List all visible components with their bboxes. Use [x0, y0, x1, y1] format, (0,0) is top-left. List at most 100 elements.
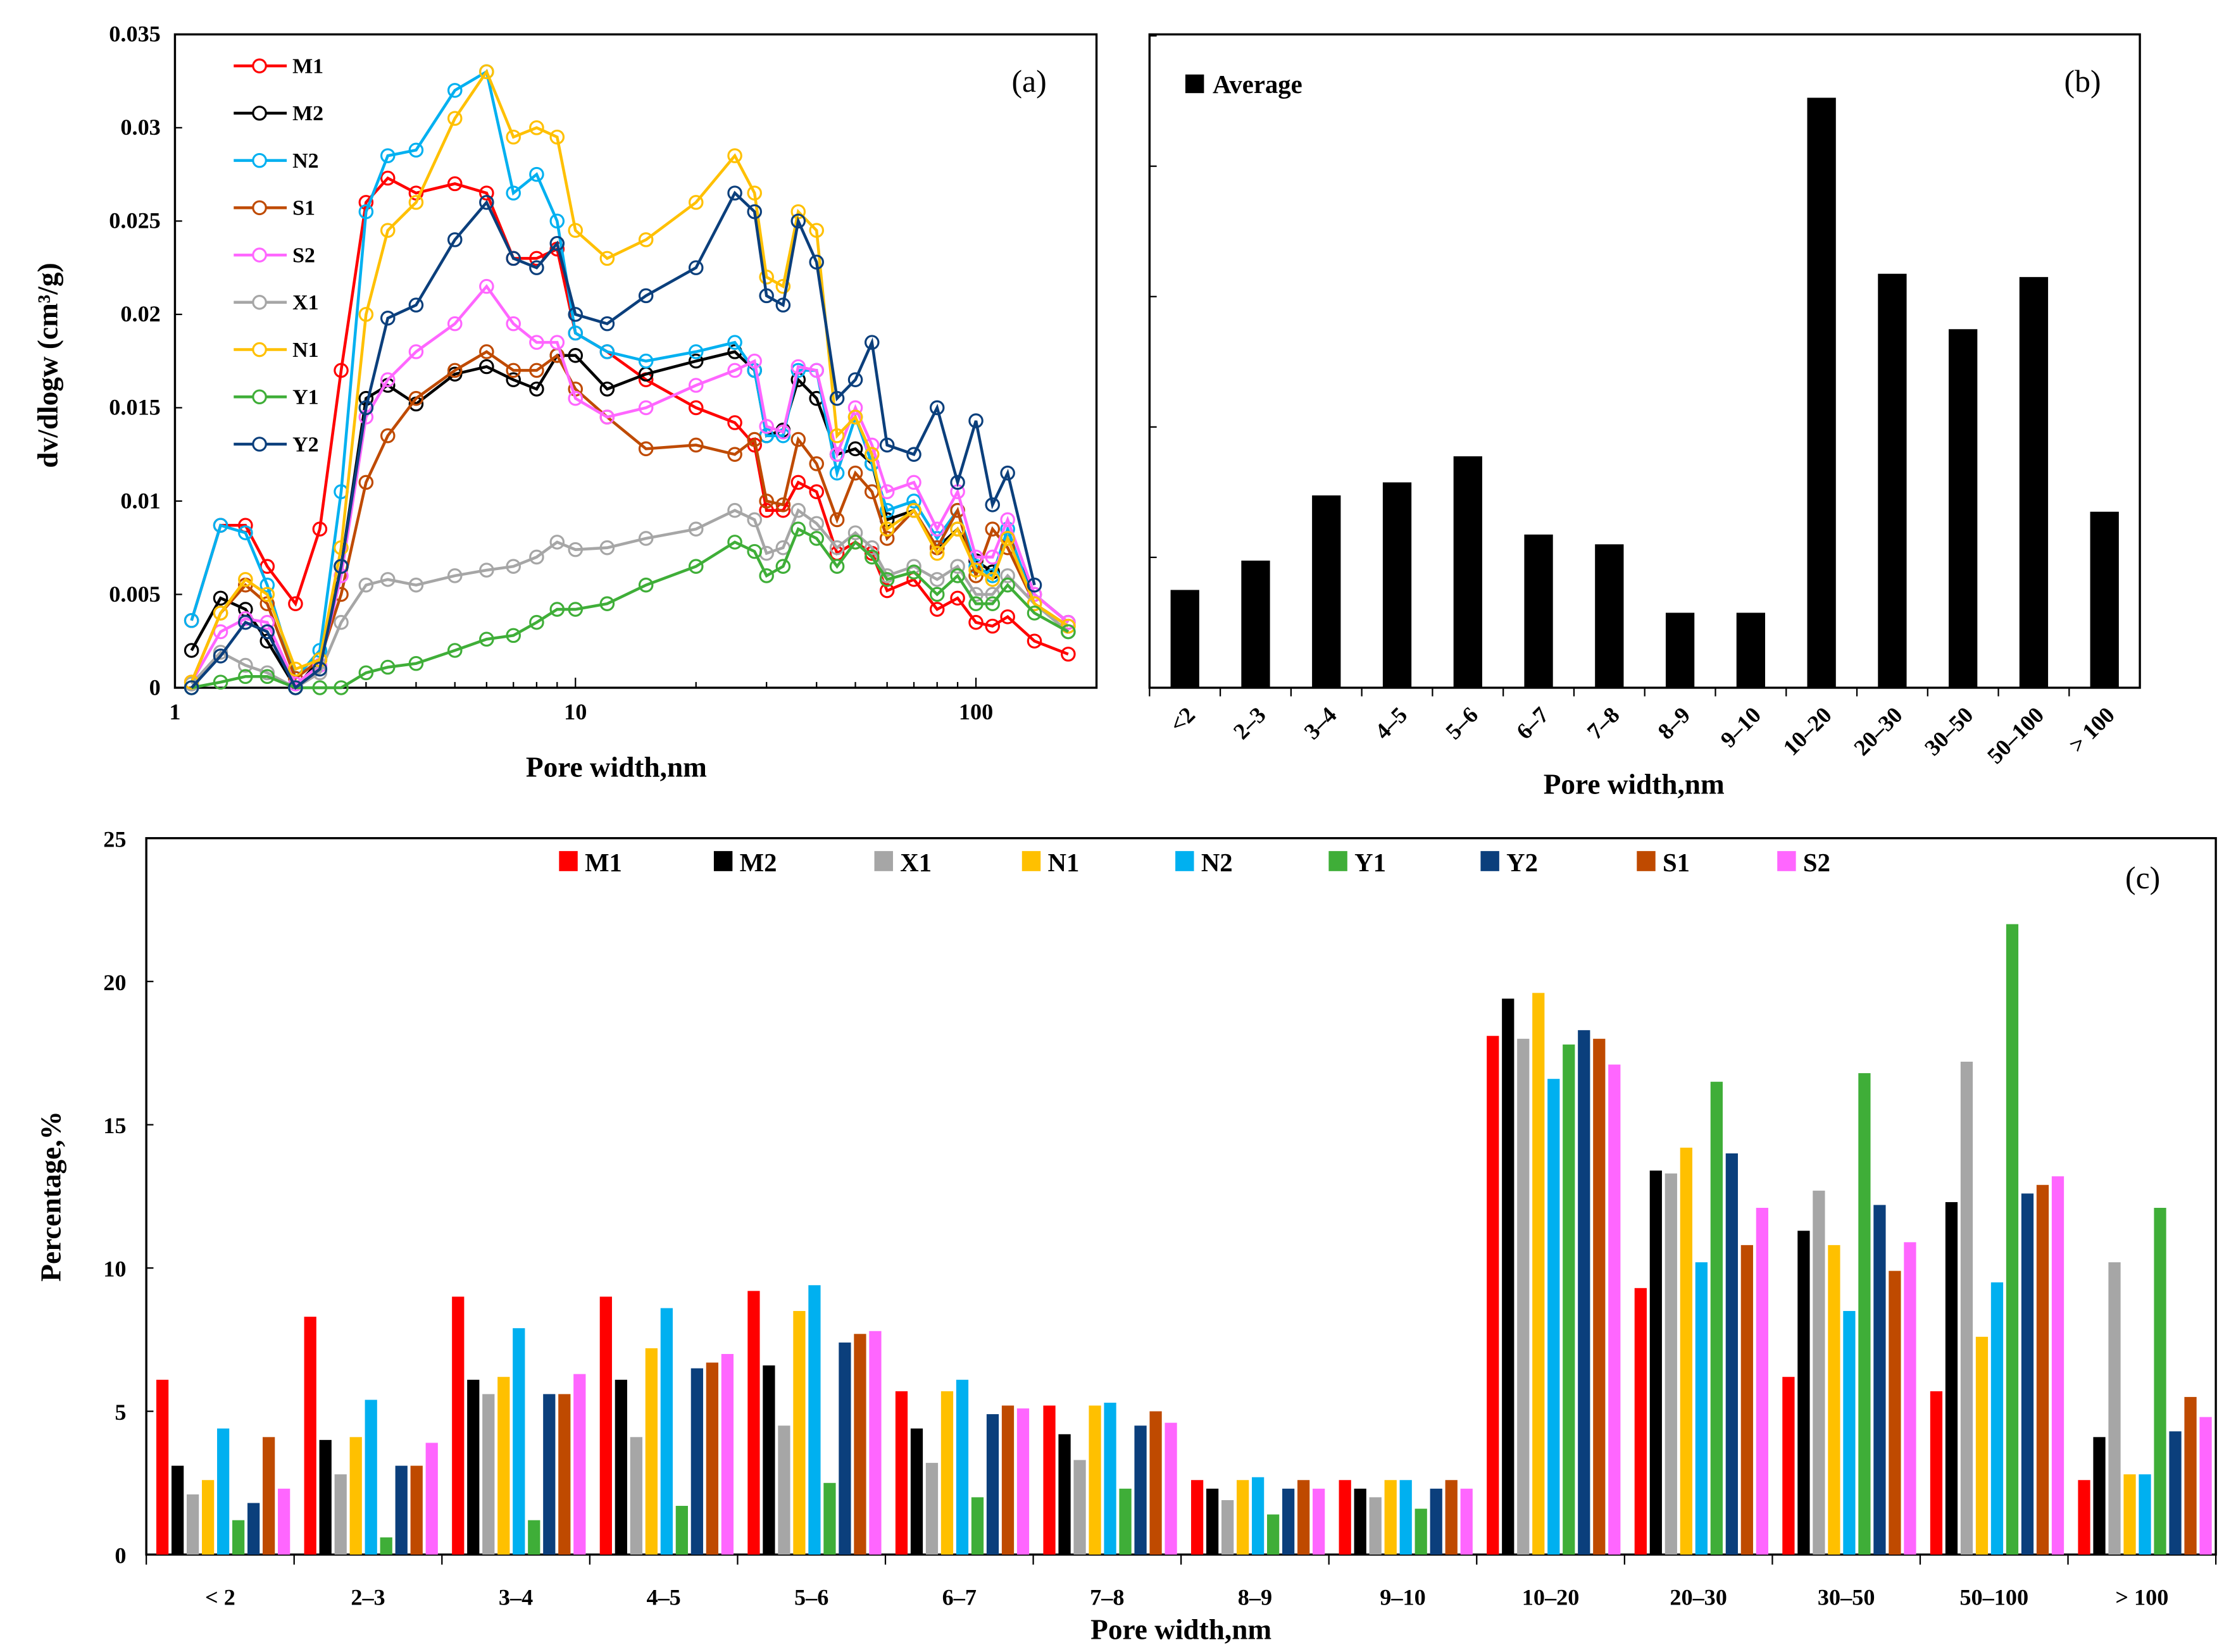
data-point-y2 [759, 288, 774, 304]
legend-label-n1: N1 [292, 338, 319, 362]
data-point-s1 [847, 465, 863, 481]
bar-average [2090, 511, 2119, 688]
data-point-x1 [790, 502, 806, 518]
bar-m2 [467, 1379, 480, 1555]
data-point-y1 [638, 577, 654, 593]
data-point-y1 [985, 596, 1001, 611]
legend-marker-m2 [252, 106, 267, 121]
data-point-s2 [447, 316, 463, 332]
bar-m2 [1058, 1434, 1071, 1555]
x-tick-label: 8–9 [1653, 702, 1696, 745]
data-point-s1 [985, 521, 1001, 537]
legend-label-s2: S2 [1803, 848, 1830, 877]
legend-marker-y2 [252, 437, 267, 452]
data-point-y1 [790, 521, 806, 537]
y-tick-label: 0.015 [109, 395, 160, 420]
data-point-y2 [847, 372, 863, 387]
data-point-s1 [759, 494, 774, 509]
data-point-y2 [1000, 465, 1015, 481]
data-point-n2 [727, 335, 742, 350]
bar-s1 [706, 1362, 718, 1555]
data-point-n1 [864, 447, 880, 462]
data-point-s1 [688, 437, 704, 453]
legend-label-average: Average [1213, 70, 1302, 99]
data-point-s2 [929, 521, 945, 537]
data-point-s2 [479, 278, 494, 294]
bar-y1 [1710, 1081, 1723, 1555]
legend-label-n2: N2 [292, 149, 319, 173]
bar-y1 [675, 1506, 688, 1555]
data-point-n1 [688, 195, 704, 210]
y-tick-label: 0.035 [109, 22, 160, 47]
data-point-s2 [568, 390, 584, 406]
bar-n1 [1680, 1147, 1692, 1555]
data-point-y2 [358, 400, 374, 416]
data-point-y1 [775, 559, 791, 574]
data-point-s1 [775, 497, 791, 512]
data-point-y1 [906, 564, 921, 580]
data-point-x1 [408, 577, 424, 593]
data-point-n1 [950, 521, 965, 537]
data-point-n2 [358, 204, 374, 220]
data-point-x1 [568, 542, 584, 557]
bar-n2 [365, 1400, 377, 1555]
series-line-y1 [191, 527, 1069, 690]
data-point-n1 [985, 572, 1001, 587]
data-point-y2 [790, 213, 806, 229]
data-point-y2 [568, 307, 584, 322]
data-point-n2 [408, 142, 424, 158]
data-point-m2 [184, 643, 199, 658]
bar-m1 [304, 1317, 316, 1555]
data-point-y2 [312, 661, 328, 677]
data-point-n1 [968, 562, 984, 578]
panel-c-label: (c) [2125, 860, 2160, 895]
x-tick-label: 10–20 [1522, 1584, 1580, 1610]
data-point-n1 [380, 223, 396, 238]
bar-y1 [1415, 1508, 1427, 1555]
data-point-y2 [599, 316, 615, 332]
x-tick-label: < 2 [205, 1584, 235, 1610]
data-point-m2 [568, 348, 584, 363]
data-point-x1 [929, 572, 945, 587]
data-point-n2 [906, 494, 921, 509]
data-point-m2 [506, 372, 521, 387]
panel-c-y-axis-title: Percentage,% [35, 1111, 66, 1281]
legend-label-y1: Y1 [292, 386, 319, 409]
data-point-n1 [358, 307, 374, 322]
data-point-s2 [809, 363, 824, 378]
data-point-y2 [549, 236, 565, 251]
data-point-m2 [688, 353, 704, 369]
bar-s2 [1460, 1488, 1473, 1555]
bar-m1 [452, 1296, 465, 1555]
bar-average [1807, 97, 1836, 688]
x-tick-label: > 100 [2115, 1584, 2168, 1610]
bar-s2 [278, 1488, 290, 1555]
bar-s1 [1889, 1270, 1901, 1555]
bar-s1 [1740, 1245, 1753, 1555]
data-point-y2 [829, 390, 845, 406]
bar-n1 [202, 1480, 215, 1555]
bar-s2 [1016, 1408, 1030, 1555]
data-point-y2 [747, 204, 762, 220]
bar-average [1949, 329, 1978, 688]
legend-label-y2: Y2 [292, 433, 319, 456]
bar-x1 [1813, 1190, 1825, 1555]
x-tick-label: 20–30 [1670, 1584, 1727, 1610]
bar-m1 [747, 1291, 760, 1555]
data-point-s2 [1000, 512, 1015, 528]
data-point-y1 [568, 602, 584, 617]
data-point-y2 [238, 614, 253, 630]
bar-m1 [1930, 1391, 1943, 1555]
data-point-y1 [1000, 577, 1015, 593]
data-point-s1 [529, 363, 544, 378]
data-point-n1 [906, 502, 921, 518]
x-tick-label: 50–100 [1982, 702, 2049, 769]
bar-average [1382, 482, 1412, 688]
bar-x1 [187, 1494, 199, 1555]
data-point-y2 [775, 297, 791, 313]
data-point-m1 [447, 176, 463, 192]
bar-m2 [172, 1465, 184, 1555]
data-point-n1 [829, 428, 845, 444]
data-point-y1 [447, 643, 463, 658]
data-point-y1 [879, 572, 895, 587]
